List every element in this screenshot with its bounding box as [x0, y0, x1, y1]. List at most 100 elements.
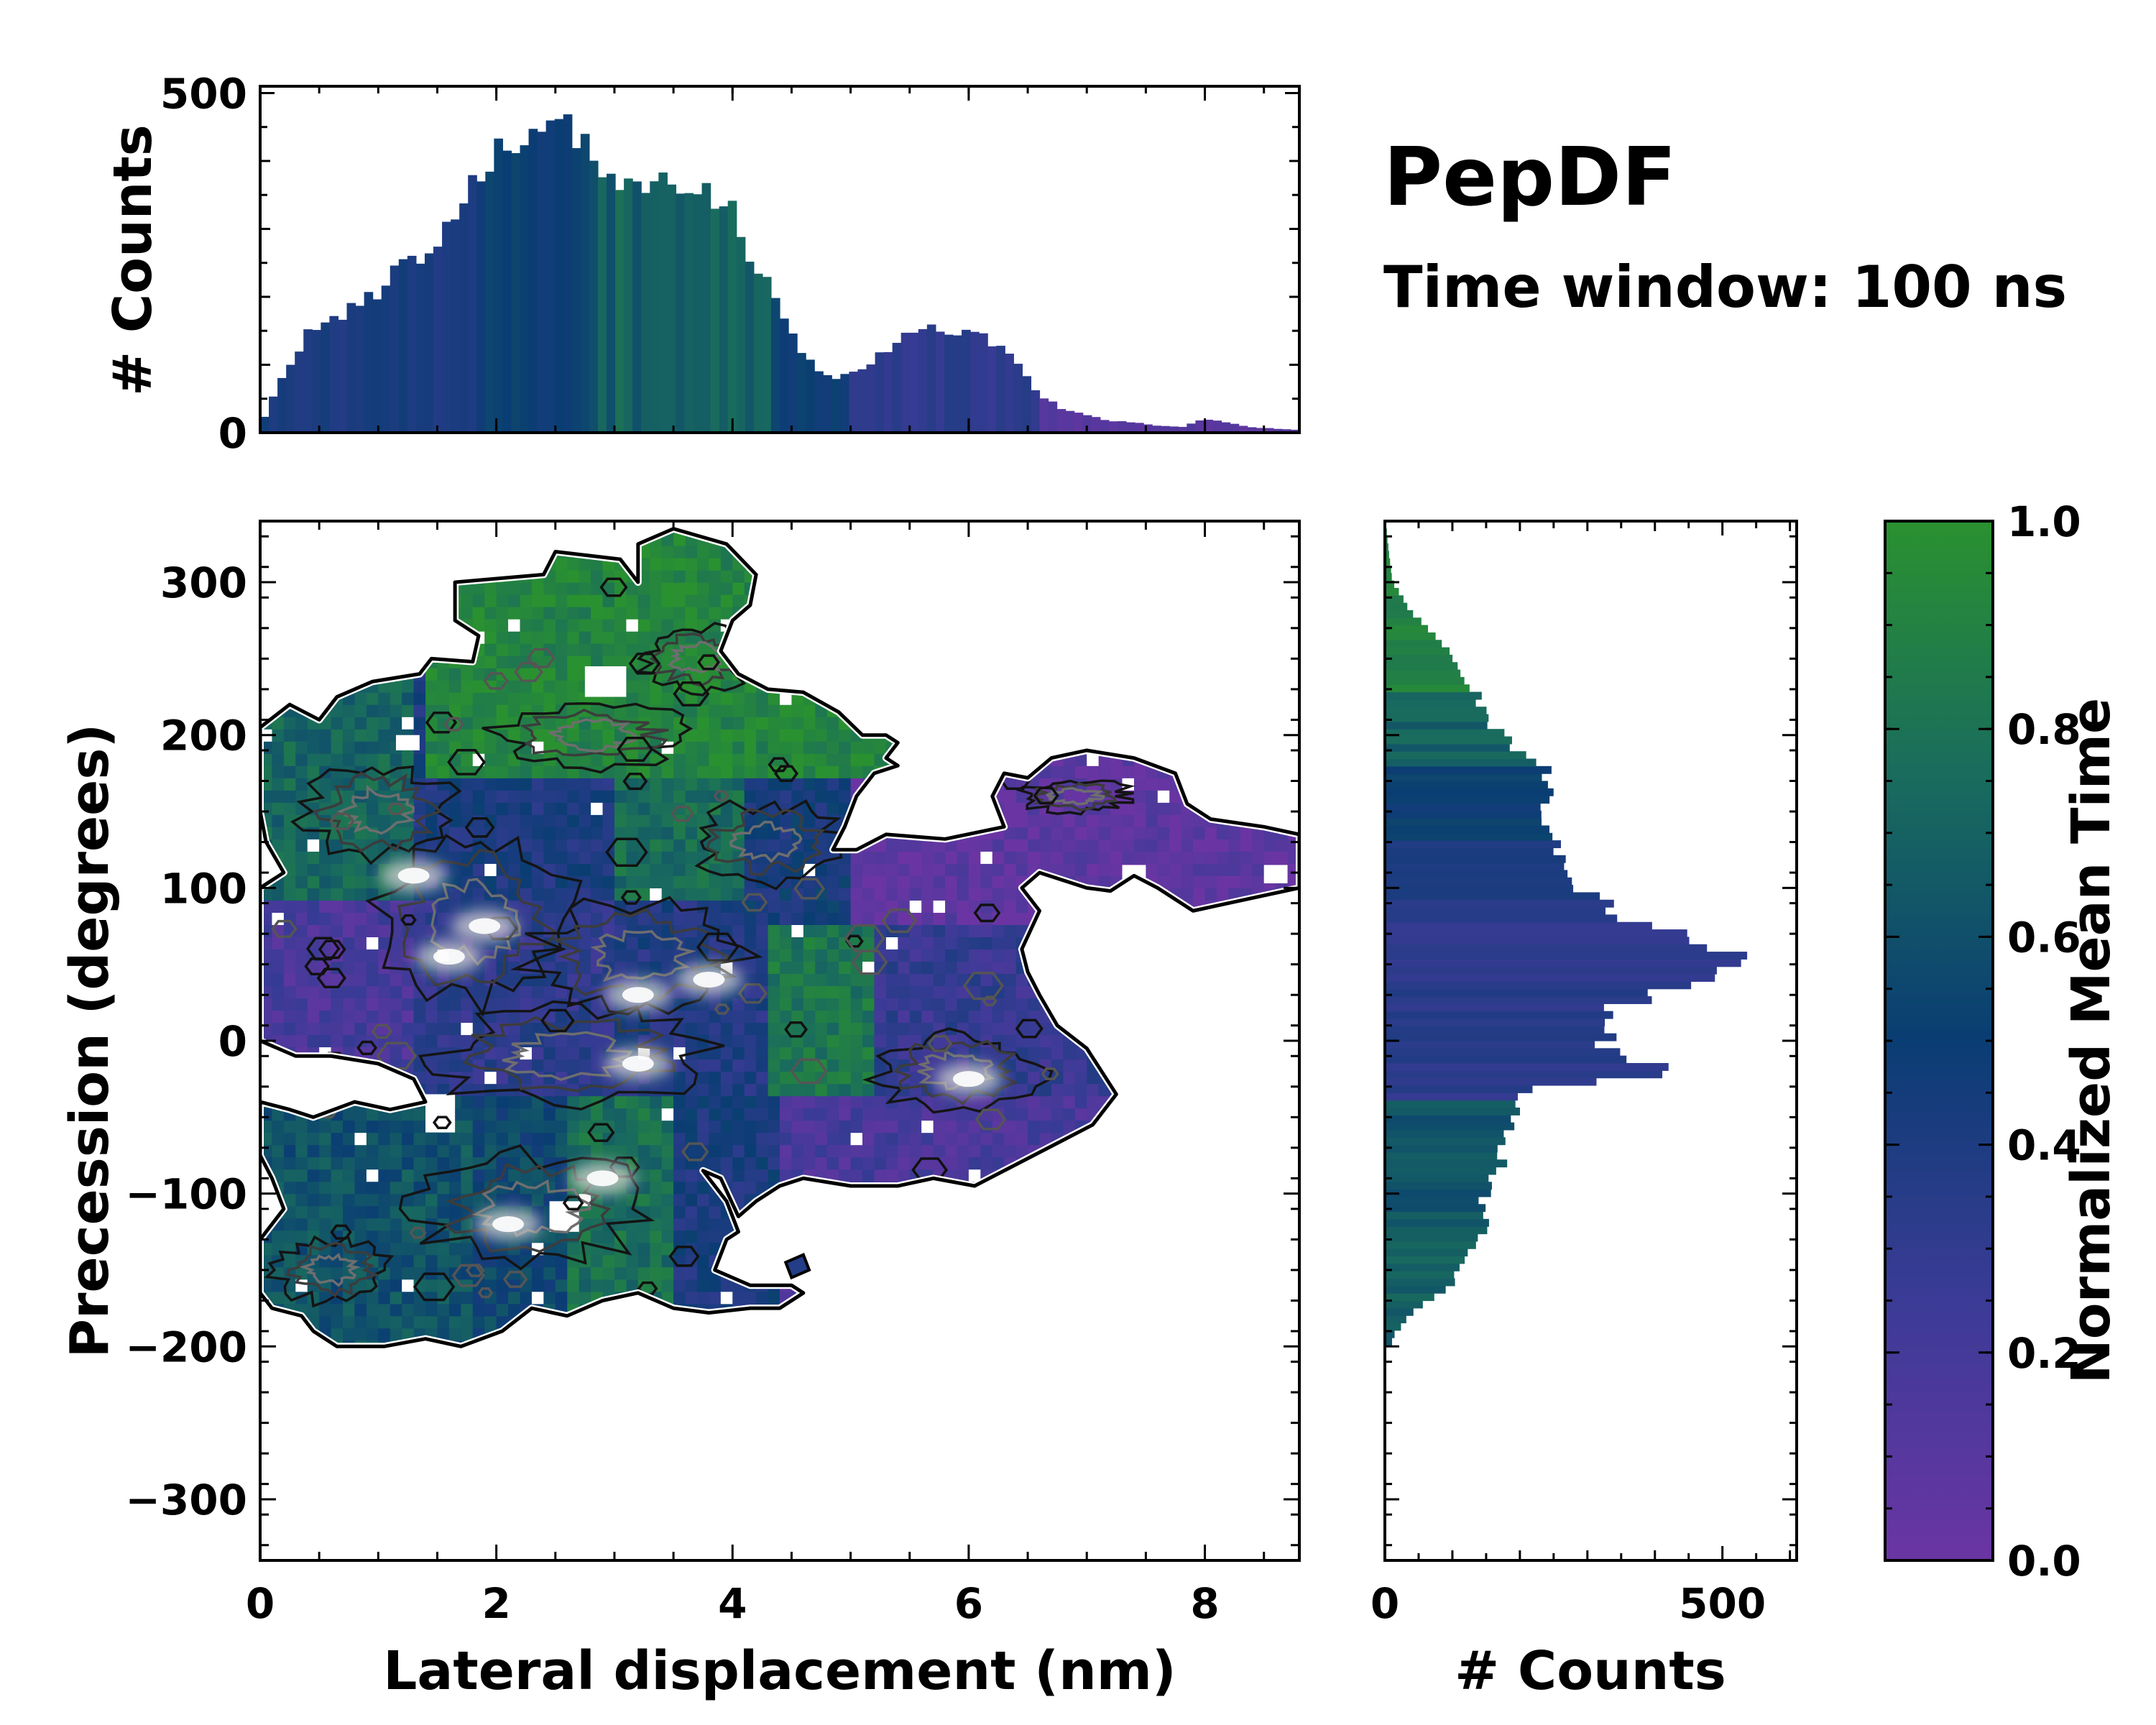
heatmap-cell: [732, 802, 745, 815]
heatmap-cell: [898, 973, 911, 987]
heatmap-cell: [555, 619, 568, 632]
heatmap-cell: [1004, 717, 1017, 730]
heatmap-cell: [720, 863, 733, 876]
heatmap-cell: [933, 1095, 946, 1109]
heatmap-cell: [343, 985, 356, 999]
heatmap-cell: [366, 1144, 379, 1158]
heatmap-cell: [945, 704, 958, 717]
top-histogram-bar: [1204, 419, 1214, 433]
heatmap-cell: [637, 912, 650, 925]
heatmap-cell: [496, 1108, 509, 1121]
heatmap-cell: [685, 1279, 698, 1292]
heatmap-cell: [531, 631, 544, 644]
heatmap-cell: [366, 1181, 379, 1195]
heatmap-cell: [626, 594, 639, 607]
heatmap-cell: [886, 1365, 898, 1378]
heatmap-cell: [354, 961, 367, 975]
heatmap-cell: [756, 790, 769, 803]
heatmap-cell: [366, 998, 379, 1011]
heatmap-cell: [308, 1353, 320, 1366]
heatmap-cell: [909, 839, 922, 852]
heatmap-cell: [366, 619, 379, 632]
heatmap-cell: [343, 1010, 356, 1024]
heatmap-cell: [744, 937, 757, 950]
heatmap-cell: [1015, 717, 1028, 730]
heatmap-cell: [1063, 1095, 1076, 1109]
heatmap-cell: [579, 839, 591, 852]
heatmap-cell: [260, 1205, 273, 1219]
heatmap-cell: [909, 790, 922, 803]
heatmap-cell: [874, 888, 887, 901]
heatmap-cell: [555, 1059, 568, 1072]
heatmap-cell: [1051, 949, 1064, 962]
heatmap-cell: [826, 570, 839, 583]
heatmap-cell: [366, 582, 379, 595]
heatmap-cell: [839, 1059, 852, 1072]
heatmap-cell: [768, 1144, 780, 1158]
heatmap-cell: [756, 631, 769, 644]
heatmap-cell: [508, 619, 521, 632]
heatmap-cell: [1028, 1340, 1041, 1347]
heatmap-cell: [826, 582, 839, 595]
heatmap-cell: [874, 1132, 887, 1146]
heatmap-cell: [815, 973, 828, 987]
heatmap-cell: [650, 631, 663, 644]
heatmap-cell: [839, 753, 852, 766]
heatmap-cell: [696, 1340, 710, 1347]
heatmap-cell: [1063, 912, 1076, 925]
heatmap-cell: [472, 692, 485, 705]
heatmap-cell: [945, 802, 958, 815]
heatmap-cell: [839, 582, 852, 595]
heatmap-cell: [366, 570, 379, 583]
heatmap-cell: [319, 875, 332, 888]
heatmap-cell: [780, 1120, 793, 1133]
heatmap-cell: [413, 619, 426, 632]
heatmap-cell: [579, 851, 591, 864]
heatmap-cell: [921, 1365, 934, 1378]
heatmap-cell: [898, 607, 911, 620]
heatmap-cell: [366, 961, 379, 975]
heatmap-cell: [957, 656, 969, 668]
heatmap-cell: [862, 1156, 875, 1170]
heatmap-cell: [484, 582, 497, 595]
heatmap-cell: [768, 949, 780, 962]
heatmap-cell: [448, 1144, 461, 1158]
heatmap-cell: [448, 692, 461, 705]
heatmap-cell: [425, 546, 438, 558]
heatmap-cell: [921, 900, 934, 913]
heatmap-cell: [1015, 900, 1028, 913]
heatmap-cell: [898, 668, 911, 681]
heatmap-cell: [567, 1266, 580, 1280]
heatmap-cell: [980, 741, 993, 754]
heatmap-cell: [898, 790, 911, 803]
heatmap-cell: [850, 1022, 863, 1036]
heatmap-cell: [1051, 1230, 1064, 1243]
heatmap-cell: [543, 1108, 556, 1121]
heatmap-cell: [591, 1230, 604, 1243]
heatmap-cell: [319, 1193, 332, 1207]
top-histogram-bar: [1178, 426, 1187, 433]
heatmap-cell: [909, 961, 922, 975]
heatmap-cell: [461, 546, 474, 558]
heatmap-cell: [402, 1120, 415, 1133]
heatmap-cell: [496, 1291, 509, 1305]
heatmap-cell: [472, 607, 485, 620]
heatmap-cell: [283, 741, 296, 754]
heatmap-cell: [556, 1365, 568, 1378]
top-histogram-bar: [926, 324, 936, 433]
heatmap-cell: [1051, 692, 1064, 705]
heatmap-cell: [461, 998, 474, 1011]
heatmap-cell: [378, 1144, 391, 1158]
heatmap-cell: [909, 949, 922, 962]
heatmap-cell: [803, 814, 816, 827]
heatmap-cell: [366, 607, 379, 620]
heatmap-cell: [673, 851, 686, 864]
heatmap-cell: [402, 594, 415, 607]
heatmap-cell: [839, 1254, 852, 1268]
heatmap-cell: [1051, 741, 1064, 754]
heatmap-cell: [579, 863, 591, 876]
heatmap-cell: [272, 1022, 285, 1036]
heatmap-cell: [874, 692, 887, 705]
heatmap-cell: [732, 741, 745, 754]
heatmap-cell: [602, 594, 615, 607]
